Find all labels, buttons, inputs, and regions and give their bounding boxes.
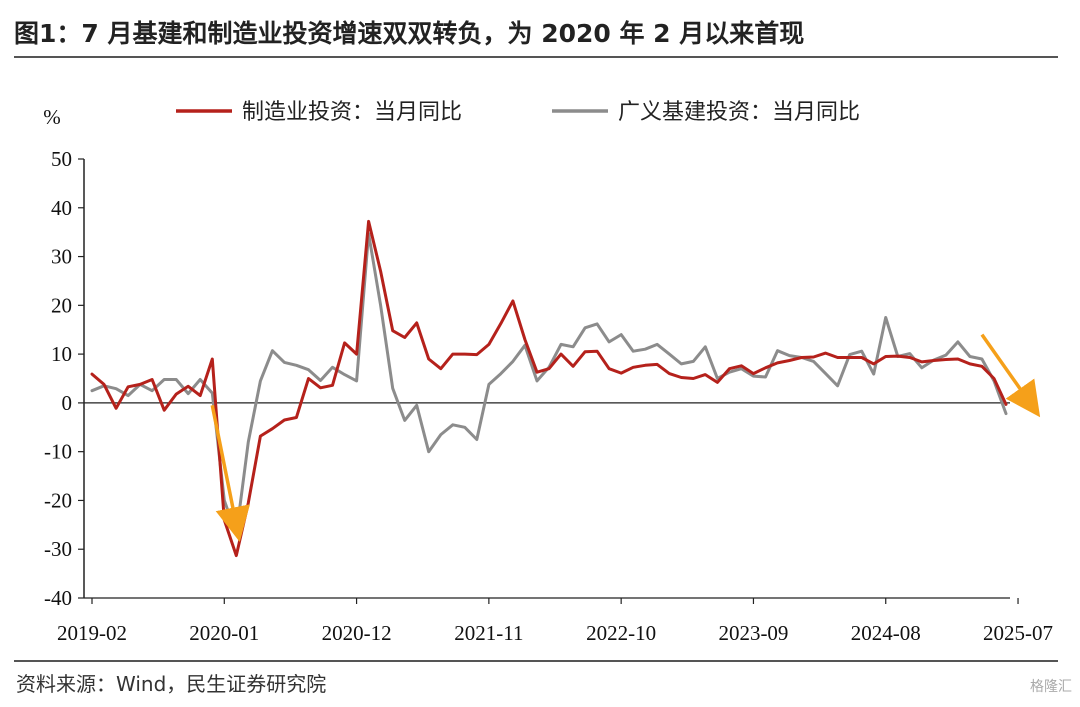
title-divider	[14, 56, 1058, 58]
x-tick-label: 2024-08	[851, 621, 921, 645]
y-tick-label: -30	[44, 537, 72, 561]
watermark: 格隆汇	[1030, 679, 1072, 695]
y-axis: 50 40 30 20 10 0 -10 -20 -30 -40	[44, 147, 85, 610]
y-tick-label: -20	[44, 488, 72, 512]
x-tick-label: 2023-09	[718, 621, 788, 645]
y-tick-label: -40	[44, 586, 72, 610]
y-tick-label: 10	[51, 342, 72, 366]
series-line-manufacturing	[90, 219, 1008, 558]
line-chart: % 制造业投资：当月同比 广义基建投资：当月同比 50 40 30 20 10 0 -10 -2…	[43, 100, 1053, 645]
source-divider	[14, 660, 1058, 662]
y-tick-label: -10	[44, 440, 72, 464]
y-tick-label: 0	[62, 391, 73, 415]
series-group	[90, 219, 1008, 558]
annotation-arrows	[210, 333, 1041, 542]
annotation-arrow-2	[980, 333, 1041, 418]
y-tick-label: 40	[51, 196, 72, 220]
x-tick-label: 2021-11	[454, 621, 523, 645]
x-axis: 2019-02 2020-01 2020-12 2021-11 2022-10 2023-…	[57, 402, 1053, 645]
x-tick-label: 2020-12	[322, 621, 392, 645]
legend-item-infrastructure-label: 广义基建投资：当月同比	[618, 100, 860, 125]
y-tick-label: 30	[51, 245, 72, 269]
x-tick-label: 2019-02	[57, 621, 127, 645]
x-tick-label: 2022-10	[586, 621, 656, 645]
y-tick-label: 50	[51, 147, 72, 171]
legend-item-manufacturing-label: 制造业投资：当月同比	[242, 100, 462, 125]
source-note: 资料来源：Wind，民生证券研究院	[16, 672, 327, 696]
x-tick-label: 2020-01	[189, 621, 259, 645]
y-axis-unit-label: %	[43, 105, 61, 129]
legend: 制造业投资：当月同比 广义基建投资：当月同比	[176, 100, 860, 125]
figure-title: 图1：7 月基建和制造业投资增速双双转负，为 2020 年 2 月以来首现	[14, 19, 805, 48]
x-tick-label: 2025-07	[983, 621, 1053, 645]
y-tick-label: 20	[51, 293, 72, 317]
annotation-arrow-1	[210, 404, 251, 542]
